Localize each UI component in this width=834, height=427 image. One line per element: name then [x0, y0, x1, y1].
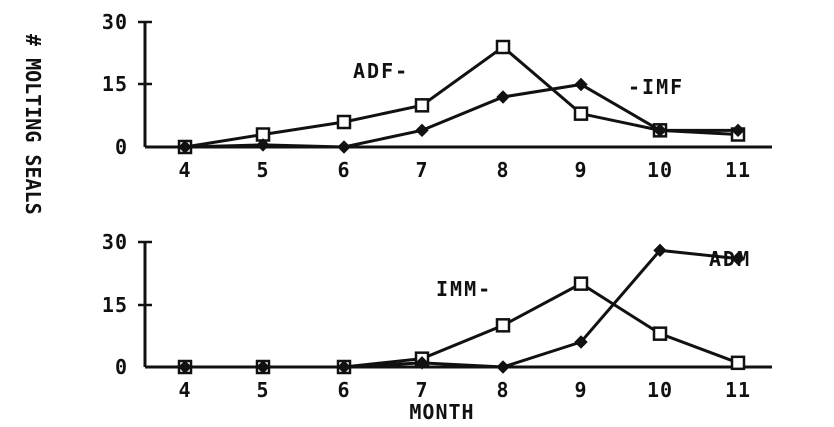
data-point-imm-10	[652, 326, 668, 341]
data-point-adm-9	[574, 335, 588, 349]
series-marks-top	[177, 39, 746, 155]
series-line-adf	[184, 45, 739, 149]
y-tick-label: 0	[115, 355, 128, 379]
y-axis-label: # MOLTING SEALS	[21, 34, 45, 215]
data-point-imf-11	[731, 123, 745, 138]
data-point-adm-6	[337, 360, 351, 374]
x-tick-label: 9	[574, 158, 587, 182]
data-point-adf-7	[414, 98, 430, 113]
series-line-adm	[185, 248, 739, 369]
y-tick-label: 30	[102, 10, 128, 34]
y-tick-label: 0	[115, 135, 128, 159]
series-line-imf	[184, 82, 738, 149]
x-tick-label: 7	[415, 378, 428, 402]
data-point-adm-8	[496, 360, 510, 374]
series-marks-bottom	[177, 243, 746, 375]
x-tick-label: 6	[337, 378, 350, 402]
data-point-imf-7	[415, 123, 429, 138]
x-tick-label: 11	[725, 378, 751, 402]
x-tick-label: 6	[337, 158, 350, 182]
data-point-imm-8	[495, 318, 511, 333]
chart-panel-top: 30 15 0 4 5 6 7 8 9 10 11 ADF- -IMF	[102, 10, 772, 182]
data-point-adf-8	[495, 39, 511, 55]
data-point-adm-10	[653, 243, 667, 258]
x-tick-label: 9	[574, 378, 587, 402]
data-point-adf-9	[573, 106, 589, 121]
x-axis-label: MONTH	[409, 400, 474, 424]
x-tick-label: 10	[647, 378, 673, 402]
y-tick-label: 30	[102, 230, 128, 254]
data-point-imf-10	[653, 123, 667, 138]
x-tick-label: 5	[256, 378, 269, 402]
x-tick-label: 7	[415, 158, 428, 182]
data-point-adf-6	[336, 114, 352, 130]
data-point-adm-11	[731, 251, 745, 266]
series-label-imf: -IMF	[628, 75, 684, 99]
data-point-adm-7	[415, 356, 429, 370]
data-point-imf-4	[178, 140, 192, 154]
x-tick-label: 8	[496, 378, 509, 402]
x-tick-label: 11	[725, 158, 751, 182]
x-tick-label: 10	[647, 158, 673, 182]
x-tick-label: 8	[496, 158, 509, 182]
chart-panel-bottom: 30 15 0 4 5 6 7 8 9 10 11 MONTH IMM- ADM	[102, 230, 772, 424]
data-point-imf-9	[574, 77, 588, 92]
data-point-imf-6	[337, 140, 351, 154]
x-tick-label: 5	[256, 158, 269, 182]
data-point-adm-5	[256, 360, 270, 374]
data-point-imf-5	[256, 138, 270, 152]
y-tick-label: 15	[102, 293, 128, 317]
x-tick-label: 4	[178, 158, 191, 182]
series-label-adf: ADF-	[353, 59, 409, 83]
data-point-adm-4	[178, 360, 192, 374]
data-point-imm-11	[730, 355, 746, 371]
series-label-imm: IMM-	[436, 277, 492, 301]
x-tick-label: 4	[178, 378, 191, 402]
data-point-imf-8	[496, 90, 510, 104]
data-point-imm-9	[573, 276, 589, 291]
y-tick-label: 15	[102, 72, 128, 96]
